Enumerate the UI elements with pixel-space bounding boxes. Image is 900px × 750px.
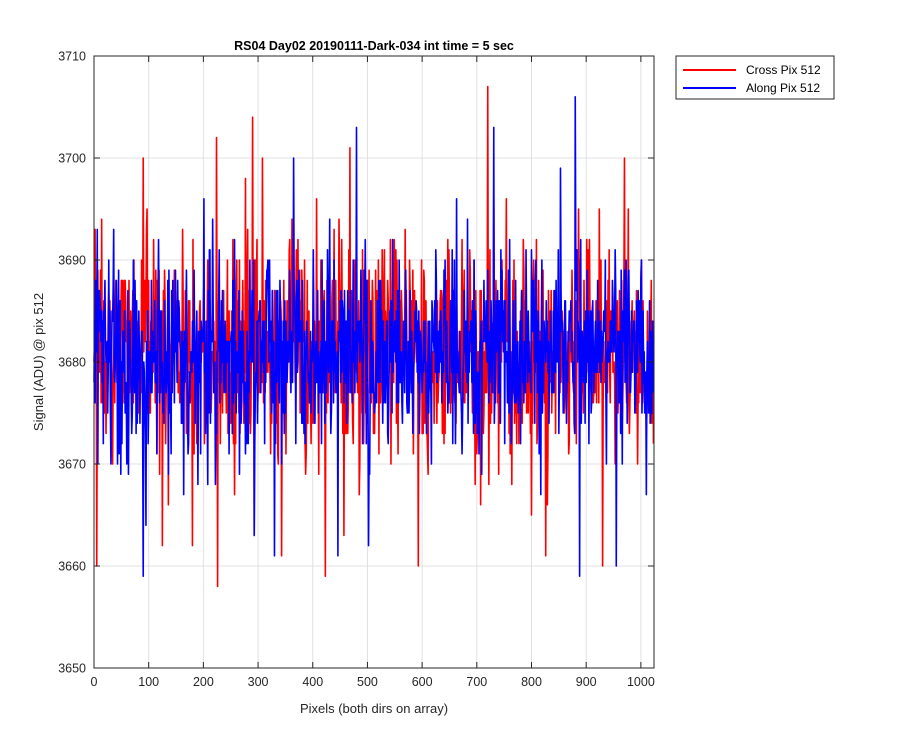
plot-series (93, 85, 655, 588)
series-line-along-pix-512 (93, 96, 655, 577)
x-tick-label: 900 (576, 675, 597, 689)
legend-label-cross: Cross Pix 512 (746, 63, 821, 77)
x-tick-label: 500 (357, 675, 378, 689)
x-tick-label: 800 (521, 675, 542, 689)
y-tick-label: 3660 (58, 560, 86, 574)
x-tick-label: 300 (248, 675, 269, 689)
x-tick-label: 400 (302, 675, 323, 689)
axis-ticks: 0 100 200 300 400 500 600 700 800 900 1000 3650 3660… (58, 50, 655, 690)
y-axis-label: Signal (ADU) @ pix 512 (31, 293, 46, 431)
y-tick-label: 3690 (58, 254, 86, 268)
x-tick-label: 700 (466, 675, 487, 689)
y-tick-label: 3650 (58, 662, 86, 676)
x-axis-label: Pixels (both dirs on array) (300, 701, 448, 716)
x-tick-label: 600 (412, 675, 433, 689)
legend-box (675, 55, 835, 100)
x-tick-label: 1000 (627, 675, 655, 689)
y-tick-label: 3710 (58, 50, 86, 64)
legend-label-along: Along Pix 512 (746, 81, 820, 95)
x-tick-label: 100 (138, 675, 159, 689)
y-tick-label: 3700 (58, 152, 86, 166)
y-tick-label: 3680 (58, 356, 86, 370)
y-tick-label: 3670 (58, 458, 86, 472)
legend: Cross Pix 512 Along Pix 512 (675, 55, 835, 100)
x-tick-label: 0 (91, 675, 98, 689)
chart-title: RS04 Day02 20190111-Dark-034 int time = … (234, 39, 514, 53)
x-tick-label: 200 (193, 675, 214, 689)
